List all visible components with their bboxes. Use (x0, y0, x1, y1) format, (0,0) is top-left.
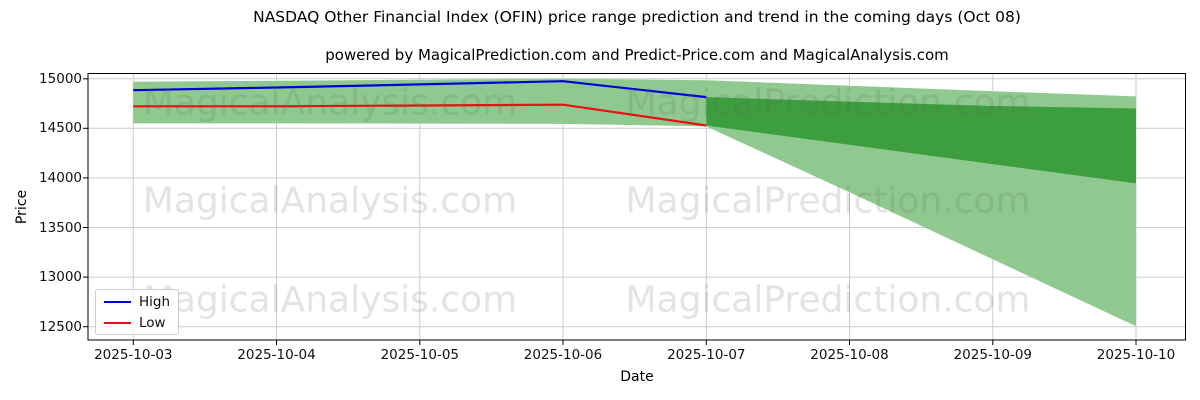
y-tick-label: 15000 (39, 70, 82, 87)
y-tick-label: 13500 (39, 219, 82, 236)
axes-frame (87, 73, 1186, 341)
low-line-swatch (104, 321, 131, 324)
x-tick-label: 2025-10-05 (380, 347, 460, 363)
x-tick-label: 2025-10-10 (1096, 347, 1176, 363)
legend-label-high: High (139, 293, 171, 310)
x-tick-label: 2025-10-07 (667, 347, 746, 363)
chart-title: NASDAQ Other Financial Index (OFIN) pric… (253, 8, 1021, 26)
y-tick-label: 13000 (39, 269, 82, 286)
legend-box: High Low (95, 289, 179, 335)
y-tick-label: 14500 (39, 120, 82, 137)
high-line (133, 80, 707, 99)
legend-item-low: Low (104, 314, 178, 331)
x-tick-label: 2025-10-09 (953, 347, 1033, 363)
legend-label-low: Low (139, 314, 166, 331)
chart-subtitle: powered by MagicalPrediction.com and Pre… (325, 46, 949, 64)
low-line (133, 103, 707, 127)
y-tick-label: 12500 (39, 318, 82, 335)
x-tick-label: 2025-10-03 (94, 347, 173, 363)
x-tick-label: 2025-10-04 (237, 347, 316, 363)
legend-item-high: High (104, 293, 178, 310)
x-tick-label: 2025-10-08 (810, 347, 889, 363)
y-tick-label: 14000 (39, 169, 82, 186)
high-line-swatch (104, 300, 131, 303)
inner-prediction-band (706, 97, 1136, 184)
x-axis-label: Date (620, 369, 654, 385)
x-tick-label: 2025-10-06 (523, 347, 603, 363)
